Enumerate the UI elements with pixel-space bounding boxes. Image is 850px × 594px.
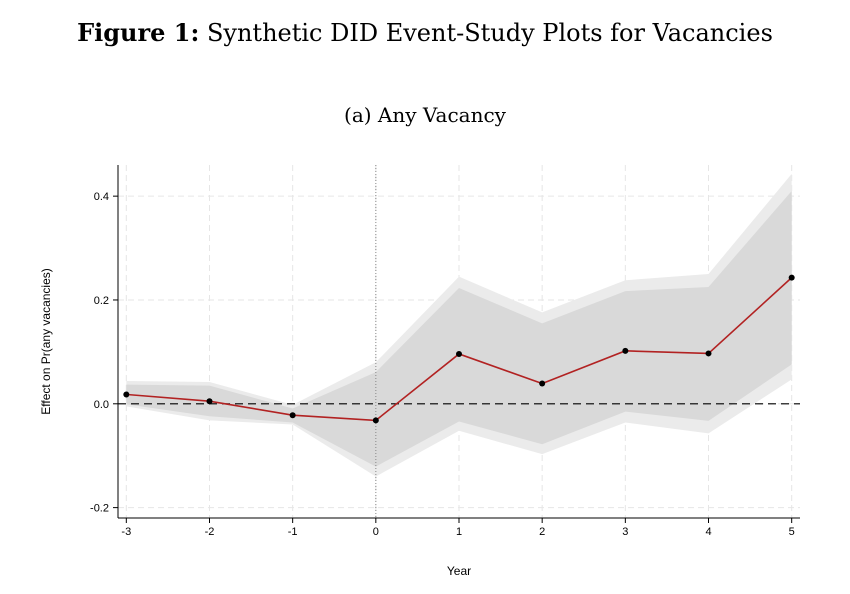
- y-tick-label: 0.0: [94, 399, 109, 411]
- x-tick-label: 4: [705, 526, 711, 538]
- estimate-point: [788, 274, 795, 281]
- x-tick-label: -3: [121, 526, 131, 538]
- x-tick-label: 0: [373, 526, 379, 538]
- estimate-point: [539, 380, 546, 387]
- x-tick-label: 3: [622, 526, 628, 538]
- inner-confidence-band: [126, 190, 792, 467]
- x-tick-label: 1: [456, 526, 462, 538]
- figure-title-text: Synthetic DID Event-Study Plots for Vaca…: [206, 19, 773, 47]
- chart-subtitle: (a) Any Vacancy: [344, 103, 506, 127]
- estimate-point: [289, 412, 296, 419]
- x-tick-label: -2: [205, 526, 215, 538]
- estimate-point: [705, 350, 712, 357]
- estimate-point: [622, 347, 629, 354]
- x-tick-label: 2: [539, 526, 545, 538]
- estimate-point: [372, 417, 379, 424]
- figure-title: Figure 1: Synthetic DID Event-Study Plot…: [0, 18, 850, 47]
- estimate-point: [123, 391, 130, 398]
- x-tick-label: 5: [789, 526, 795, 538]
- estimate-point: [206, 398, 213, 405]
- y-axis-label: Effect on Pr(any vacancies): [39, 268, 53, 415]
- x-axis-label: Year: [447, 564, 471, 578]
- x-tick-label: -1: [288, 526, 298, 538]
- y-tick-label: 0.4: [94, 191, 109, 203]
- figure-label: Figure 1:: [77, 18, 200, 47]
- estimate-point: [456, 350, 462, 357]
- y-tick-label: 0.2: [94, 295, 109, 307]
- y-tick-label: -0.2: [90, 503, 109, 515]
